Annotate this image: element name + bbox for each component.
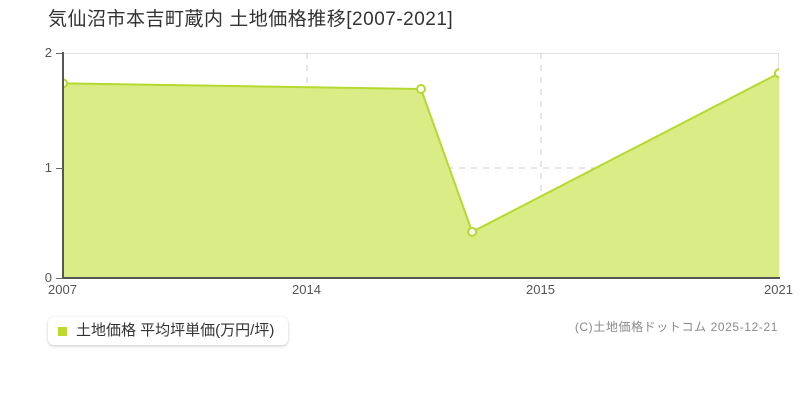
y-tick-mark-1 — [56, 168, 63, 169]
y-tick-label-1: 1 — [44, 160, 52, 175]
legend[interactable]: 土地価格 平均坪単価(万円/坪) — [48, 317, 289, 345]
x-axis-line — [62, 277, 780, 279]
data-point-2015[interactable] — [467, 226, 478, 237]
legend-swatch-icon — [58, 326, 67, 336]
series-line — [63, 72, 779, 234]
data-point-2021[interactable] — [774, 68, 779, 79]
area-chart-svg — [63, 53, 779, 278]
legend-item-label: 土地価格 平均坪単価(万円/坪) — [76, 322, 275, 339]
plot-area — [63, 53, 779, 278]
x-tick-label-2021: 2021 — [764, 282, 793, 297]
y-tick-mark-0 — [56, 278, 63, 279]
area-fill — [63, 73, 779, 278]
x-tick-label-2014: 2014 — [292, 282, 321, 297]
credit-text: (C)土地価格ドットコム 2025-12-21 — [574, 320, 778, 334]
data-point-2014[interactable] — [416, 84, 426, 94]
y-axis-line — [62, 52, 64, 279]
x-tick-label-2007: 2007 — [48, 282, 77, 297]
x-tick-label-2015: 2015 — [526, 282, 555, 297]
y-tick-label-2: 2 — [44, 45, 52, 60]
y-tick-label-0: 0 — [44, 270, 52, 285]
page-title: 気仙沼市本吉町蔵内 土地価格推移[2007-2021] — [48, 9, 454, 30]
series-土地価格 — [63, 68, 779, 278]
y-tick-mark-2 — [56, 53, 63, 54]
